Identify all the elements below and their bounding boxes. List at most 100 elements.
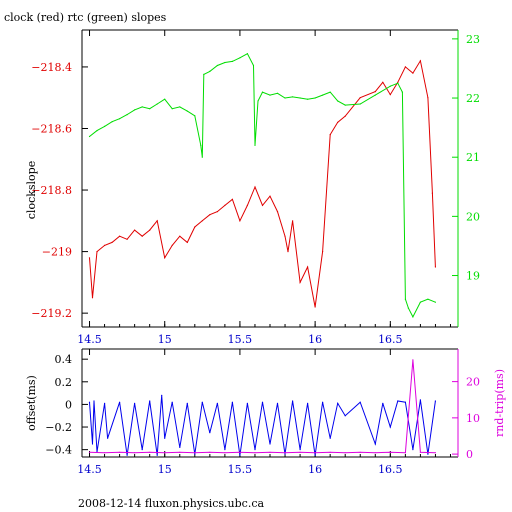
- y-tick-label: −219: [42, 246, 72, 259]
- data-point: [389, 94, 391, 96]
- data-point: [239, 220, 241, 222]
- data-point: [389, 85, 391, 87]
- data-point: [186, 402, 188, 404]
- data-point: [269, 443, 271, 445]
- data-point: [179, 106, 181, 108]
- y2-tick-label: 10: [466, 412, 480, 425]
- data-point: [246, 53, 248, 55]
- data-point: [314, 454, 316, 456]
- data-point: [134, 402, 136, 404]
- data-point: [329, 91, 331, 93]
- y-tick-label: −0.4: [45, 444, 72, 457]
- data-point: [119, 451, 121, 453]
- data-point: [401, 91, 403, 93]
- data-point: [164, 452, 166, 454]
- data-point: [359, 97, 361, 99]
- data-point: [203, 73, 205, 75]
- data-point: [419, 60, 421, 62]
- data-point: [171, 108, 173, 110]
- data-point: [216, 64, 218, 67]
- data-point: [231, 401, 233, 403]
- data-point: [269, 94, 271, 96]
- data-point: [224, 452, 226, 454]
- data-point: [314, 452, 316, 454]
- data-point: [104, 402, 106, 404]
- x-tick-label: 14.5: [77, 333, 102, 346]
- data-point: [216, 402, 218, 404]
- data-point: [382, 402, 384, 404]
- data-point: [141, 235, 143, 237]
- data-point: [194, 115, 196, 117]
- data-point: [246, 204, 248, 206]
- data-point: [407, 307, 409, 309]
- data-point: [374, 452, 376, 454]
- data-point: [161, 394, 163, 396]
- data-point: [404, 452, 406, 454]
- data-point: [149, 108, 151, 110]
- data-point: [156, 220, 158, 222]
- data-point: [149, 229, 151, 231]
- data-point: [126, 454, 128, 456]
- data-point: [231, 60, 233, 63]
- x-tick-label: 15.5: [228, 463, 253, 476]
- data-point: [194, 226, 196, 228]
- data-point: [404, 401, 406, 403]
- y2-tick-label: 22: [466, 92, 480, 105]
- data-point: [359, 103, 361, 105]
- data-point: [287, 251, 289, 253]
- series-line-left: [89, 395, 436, 456]
- data-point: [93, 400, 95, 402]
- data-point: [96, 251, 98, 253]
- data-point: [412, 72, 414, 74]
- x-tick-label: 16: [308, 333, 322, 346]
- y-tick-label: −218.8: [31, 184, 72, 197]
- data-point: [427, 97, 429, 99]
- data-point: [194, 452, 196, 454]
- data-point: [257, 100, 259, 102]
- data-point: [344, 415, 346, 417]
- data-point: [404, 298, 406, 300]
- data-point: [314, 97, 316, 99]
- data-point: [254, 452, 256, 454]
- data-point: [141, 106, 143, 108]
- data-point: [292, 96, 294, 98]
- data-point: [88, 135, 91, 138]
- data-point: [389, 426, 391, 428]
- data-point: [164, 98, 166, 100]
- data-point: [119, 401, 121, 403]
- data-point: [344, 452, 346, 454]
- data-point: [200, 144, 202, 146]
- data-point: [284, 97, 286, 99]
- data-point: [329, 437, 331, 439]
- data-point: [171, 401, 173, 403]
- x-tick-label: 15: [158, 333, 172, 346]
- data-point: [224, 204, 226, 206]
- data-point: [299, 451, 301, 453]
- data-point: [299, 97, 301, 99]
- data-point: [164, 437, 166, 439]
- data-point: [269, 195, 271, 197]
- x-tick-label: 15.5: [228, 333, 253, 346]
- data-point: [149, 400, 151, 402]
- y-axis-label: offset(ms): [25, 375, 38, 431]
- data-point: [389, 451, 391, 453]
- y-tick-label: −219.2: [31, 307, 72, 320]
- data-point: [107, 437, 109, 439]
- y-tick-label: −218.4: [31, 61, 72, 74]
- data-point: [209, 214, 211, 216]
- series-line-left: [89, 59, 436, 308]
- data-point: [434, 266, 436, 268]
- data-point: [329, 451, 331, 453]
- data-point: [252, 64, 255, 67]
- y2-axis-label: rnd-trip(ms): [493, 369, 506, 437]
- x-tick-label: 16: [308, 463, 322, 476]
- data-point: [134, 229, 136, 231]
- data-point: [209, 70, 211, 72]
- data-point: [307, 266, 309, 268]
- data-point: [359, 401, 361, 403]
- data-point: [284, 235, 286, 237]
- data-point: [179, 451, 181, 453]
- data-point: [374, 94, 376, 96]
- data-point: [322, 251, 324, 253]
